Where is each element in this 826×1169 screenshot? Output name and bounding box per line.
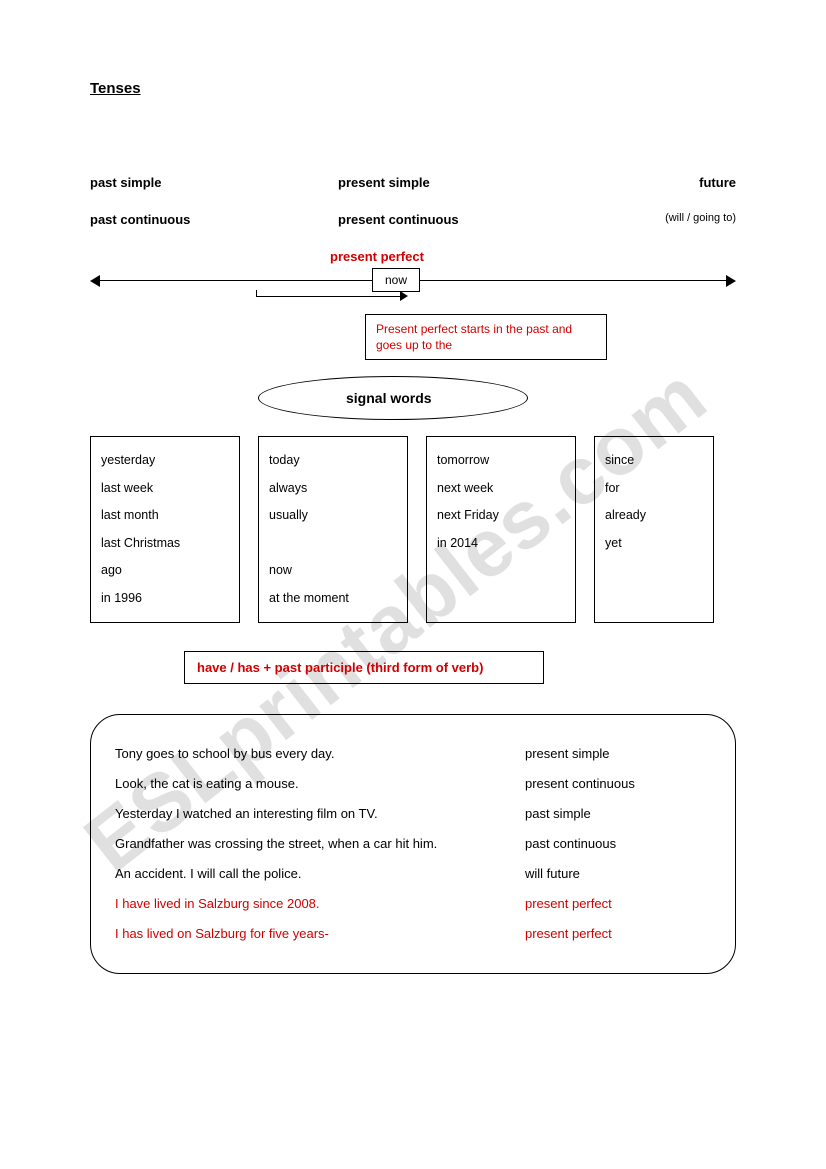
signal-word: last month [101, 502, 229, 530]
signal-word: since [605, 447, 703, 475]
signal-word: last Christmas [101, 530, 229, 558]
signal-word: ago [101, 557, 229, 585]
label-future-note: (will / going to) [616, 212, 736, 227]
example-row: Tony goes to school by bus every day.pre… [115, 739, 711, 769]
example-sentence: Look, the cat is eating a mouse. [115, 769, 525, 799]
example-sentence: Tony goes to school by bus every day. [115, 739, 525, 769]
example-sentence: I has lived on Salzburg for five years- [115, 919, 525, 949]
signal-word: yesterday [101, 447, 229, 475]
under-arrow-line [256, 296, 404, 297]
example-sentence: I have lived in Salzburg since 2008. [115, 889, 525, 919]
signal-box-present: today always usually now at the moment [258, 436, 408, 623]
page-title: Tenses [90, 80, 736, 97]
label-present-continuous: present continuous [338, 212, 588, 227]
signal-word: always [269, 475, 397, 503]
example-sentence: Grandfather was crossing the street, whe… [115, 829, 525, 859]
example-tense: present perfect [525, 889, 711, 919]
signal-word [269, 530, 397, 558]
signal-boxes-row: yesterday last week last month last Chri… [90, 436, 736, 623]
signal-word: in 2014 [437, 530, 565, 558]
example-row: Grandfather was crossing the street, whe… [115, 829, 711, 859]
signal-word: now [269, 557, 397, 585]
signal-word: last week [101, 475, 229, 503]
signal-word: at the moment [269, 585, 397, 613]
signal-word: already [605, 502, 703, 530]
under-arrow-head-icon [400, 291, 408, 301]
label-present-perfect: present perfect [330, 249, 736, 264]
example-tense: will future [525, 859, 711, 889]
document-page: Tenses past simple present simple future… [0, 0, 826, 974]
example-tense: present perfect [525, 919, 711, 949]
arrow-right-icon [726, 275, 736, 287]
label-past-simple: past simple [90, 175, 310, 190]
example-row: An accident. I will call the police.will… [115, 859, 711, 889]
signal-word: in 1996 [101, 585, 229, 613]
example-tense: present simple [525, 739, 711, 769]
example-row: Yesterday I watched an interesting film … [115, 799, 711, 829]
signal-word: today [269, 447, 397, 475]
label-present-simple: present simple [338, 175, 588, 190]
present-perfect-description: Present perfect starts in the past and g… [365, 314, 607, 360]
example-tense: present continuous [525, 769, 711, 799]
signal-word: for [605, 475, 703, 503]
signal-heading-container: signal words [90, 380, 736, 420]
label-future: future [616, 175, 736, 190]
example-row: I has lived on Salzburg for five years-p… [115, 919, 711, 949]
example-row: I have lived in Salzburg since 2008.pres… [115, 889, 711, 919]
example-tense: past simple [525, 799, 711, 829]
signal-words-heading: signal words [346, 390, 432, 406]
signal-box-perfect: since for already yet [594, 436, 714, 623]
signal-box-future: tomorrow next week next Friday in 2014 [426, 436, 576, 623]
signal-word: next week [437, 475, 565, 503]
timeline-diagram: now [96, 268, 730, 308]
signal-word: usually [269, 502, 397, 530]
arrow-left-icon [90, 275, 100, 287]
example-sentence: An accident. I will call the police. [115, 859, 525, 889]
tense-header-row-2: past continuous present continuous (will… [90, 212, 736, 227]
label-past-continuous: past continuous [90, 212, 310, 227]
signal-word: tomorrow [437, 447, 565, 475]
example-sentence: Yesterday I watched an interesting film … [115, 799, 525, 829]
signal-word: next Friday [437, 502, 565, 530]
signal-word: yet [605, 530, 703, 558]
example-tense: past continuous [525, 829, 711, 859]
examples-box: Tony goes to school by bus every day.pre… [90, 714, 736, 973]
formula-box: have / has + past participle (third form… [184, 651, 544, 684]
signal-box-past: yesterday last week last month last Chri… [90, 436, 240, 623]
example-row: Look, the cat is eating a mouse.present … [115, 769, 711, 799]
tense-header-row-1: past simple present simple future [90, 175, 736, 190]
now-box: now [372, 268, 420, 292]
